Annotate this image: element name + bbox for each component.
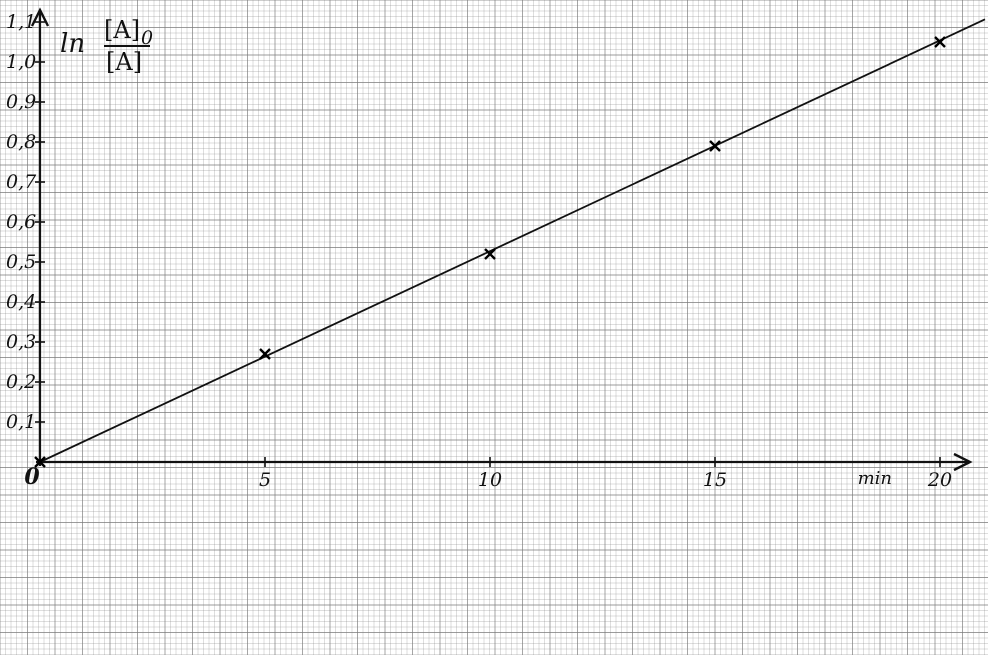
origin-label: 0 (24, 464, 40, 490)
y-axis-arrow (30, 7, 50, 27)
y-axis-title: ln [A] 0 [A] (60, 16, 153, 76)
data-point (484, 248, 496, 260)
axes (30, 7, 973, 472)
data-point (709, 140, 721, 152)
x-axis-arrow (953, 452, 973, 472)
y-tick-label: 0,8 (6, 131, 36, 153)
y-tick-label: 1,0 (6, 51, 36, 73)
y-tick-label: 0,7 (6, 171, 37, 193)
fit-line-layer (39, 18, 986, 463)
data-points (34, 36, 946, 468)
y-axis-title-numerator: [A] (104, 16, 140, 44)
y-tick-label: 0,9 (6, 91, 36, 113)
tick-labels: 0,1 0,2 0,3 0,4 0,5 0,6 0,7 0,8 0,9 1,0 1,1 5 10 15 20… (6, 11, 952, 491)
data-point-stroke (709, 140, 721, 152)
y-axis-title-denominator: [A] (106, 48, 142, 76)
y-axis-title-subscript: 0 (141, 27, 153, 49)
y-tick-label: 0,1 (6, 411, 36, 433)
y-axis-title-prefix: ln (60, 29, 85, 59)
x-unit-label: min (858, 468, 892, 489)
y-tick-label: 0,2 (6, 371, 36, 393)
data-point (34, 456, 46, 468)
fit-line (39, 18, 986, 463)
y-tick-label: 1,1 (6, 11, 36, 33)
x-tick-label: 20 (927, 469, 952, 491)
y-tick-label: 0,3 (6, 331, 36, 353)
data-point-stroke (259, 348, 271, 360)
data-point-stroke (484, 248, 496, 260)
y-tick-label: 0,4 (6, 291, 36, 313)
x-tick-label: 15 (703, 469, 727, 491)
x-tick-label: 5 (259, 469, 271, 491)
y-tick-label: 0,6 (6, 211, 36, 233)
data-point (934, 36, 946, 48)
x-tick-label: 10 (478, 469, 502, 491)
data-point-stroke (934, 36, 946, 48)
data-point (259, 348, 271, 360)
y-tick-label: 0,5 (6, 251, 36, 273)
data-point-stroke (34, 456, 46, 468)
